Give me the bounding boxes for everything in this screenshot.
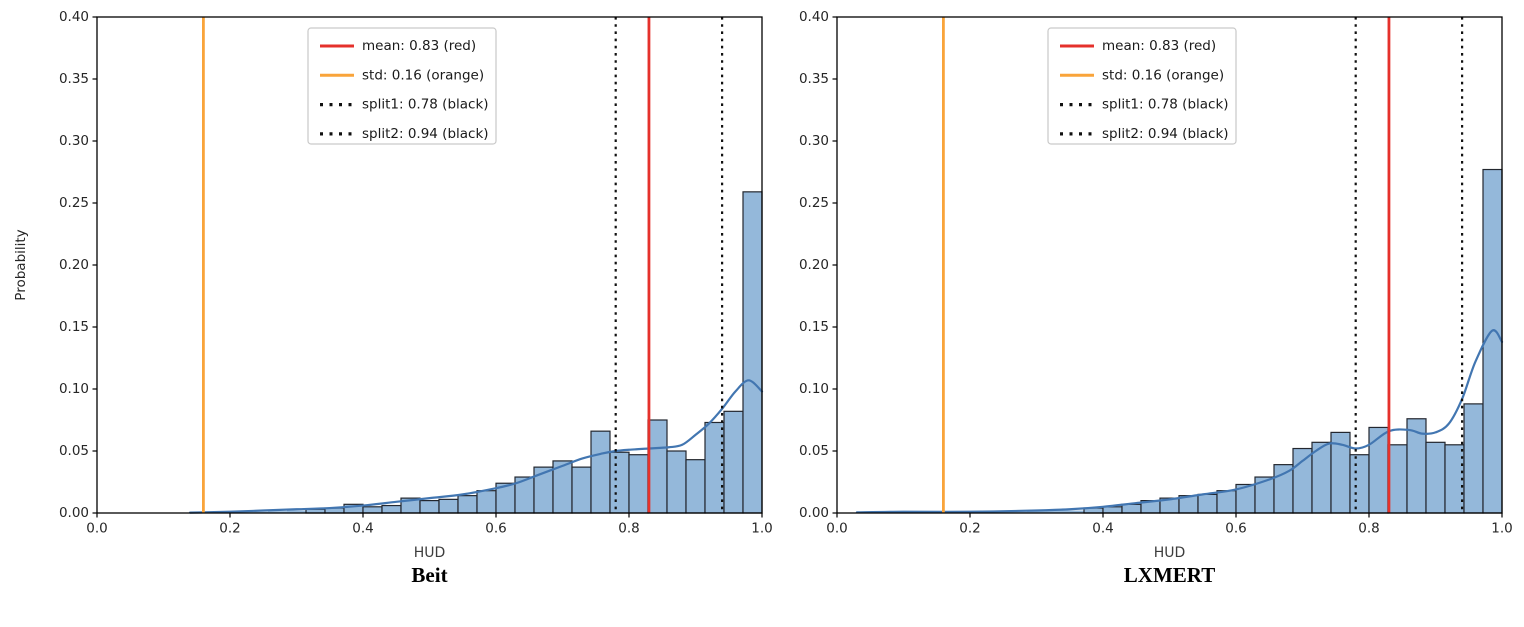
histogram-bar — [1197, 493, 1218, 514]
y-tick-label: 0.25 — [799, 195, 829, 211]
x-tick-label: 0.8 — [1358, 521, 1379, 537]
histogram-bar — [1387, 444, 1408, 514]
histogram-bar — [457, 495, 478, 514]
y-tick-label: 0.15 — [59, 319, 89, 335]
x-tick-label: 0.2 — [219, 521, 240, 537]
y-tick-label: 0.00 — [59, 505, 89, 521]
histogram-bar — [381, 504, 402, 514]
histogram-bar — [1027, 511, 1046, 513]
legend: mean: 0.83 (red) std: 0.16 (orange) split1… — [1047, 27, 1237, 145]
chart-caption-beit: Beit — [411, 563, 448, 587]
kde-curve — [855, 329, 1504, 514]
y-axis-label: Probability — [13, 229, 29, 301]
y-tick-label: 0.20 — [59, 257, 89, 273]
histogram-bar — [1292, 447, 1313, 514]
histogram-bar — [1425, 441, 1446, 514]
histogram-bar — [628, 454, 649, 514]
legend-label-std: std: 0.16 (orange) — [362, 67, 484, 83]
x-tick-label: 0.0 — [86, 521, 107, 537]
histogram-bar — [647, 419, 668, 514]
histogram-bar — [268, 511, 287, 513]
y-tick-label: 0.35 — [59, 71, 89, 87]
histogram-bars — [856, 168, 1503, 514]
chart-lxmert: 0.0 0.2 0.4 0.6 0.8 1.0 0.00 0.05 0.10 0.15 0.20 0.… — [799, 9, 1513, 537]
histogram-bar — [476, 490, 497, 514]
histogram-bar — [362, 506, 383, 514]
x-tick-label: 0.8 — [618, 521, 639, 537]
legend-box — [1047, 27, 1237, 145]
kde-curve — [189, 379, 764, 514]
histogram-bar — [742, 191, 763, 514]
y-tick-label: 0.20 — [799, 257, 829, 273]
histogram-bar — [1102, 506, 1123, 514]
histogram-bar — [1121, 503, 1142, 514]
chart-caption-lxmert: LXMERT — [1123, 563, 1216, 587]
x-axis-label-right: HUD — [1153, 545, 1186, 561]
legend-label-mean: mean: 0.83 (red) — [1102, 38, 1216, 54]
y-tick-label: 0.05 — [59, 443, 89, 459]
histogram-bar — [723, 410, 744, 514]
y-tick-label: 0.40 — [799, 9, 829, 25]
y-tick-label: 0.40 — [59, 9, 89, 25]
histogram-bar — [1216, 490, 1237, 514]
legend-label-split1: split1: 0.78 (black) — [1102, 97, 1229, 113]
y-tick-label: 0.10 — [799, 381, 829, 397]
histogram-bar — [666, 450, 687, 514]
histogram-bars — [211, 191, 763, 514]
histogram-bar — [419, 500, 440, 514]
histogram-bar — [571, 466, 592, 514]
y-tick-label: 0.15 — [799, 319, 829, 335]
x-tick-label: 0.4 — [352, 521, 373, 537]
histogram-bar — [1368, 426, 1389, 514]
y-tick-label: 0.30 — [799, 133, 829, 149]
legend-label-split2: split2: 0.94 (black) — [1102, 126, 1229, 142]
x-axis-label-left: HUD — [413, 545, 446, 561]
legend-label-split2: split2: 0.94 (black) — [362, 126, 489, 142]
legend-label-std: std: 0.16 (orange) — [1102, 67, 1224, 83]
histogram-bar — [1349, 454, 1370, 514]
legend-label-mean: mean: 0.83 (red) — [362, 38, 476, 54]
histogram-bar — [685, 459, 706, 514]
legend-box — [307, 27, 497, 145]
histogram-bar — [590, 430, 611, 514]
x-tick-label: 0.2 — [959, 521, 980, 537]
histogram-bar — [609, 451, 630, 514]
histogram-bar — [287, 510, 306, 513]
y-tick-label: 0.10 — [59, 381, 89, 397]
histogram-bar — [1065, 510, 1084, 513]
x-tick-label: 0.6 — [1225, 521, 1246, 537]
x-tick-label: 0.4 — [1092, 521, 1113, 537]
chart-beit: 0.0 0.2 0.4 0.6 0.8 1.0 0.00 0.05 0.10 0.15 0.20 0.… — [59, 9, 773, 537]
x-tick-label: 1.0 — [1491, 521, 1512, 537]
histogram-bar — [1046, 510, 1065, 513]
histogram-bar — [1463, 403, 1484, 514]
x-tick-label: 1.0 — [751, 521, 772, 537]
histogram-bar — [438, 498, 459, 514]
legend: mean: 0.83 (red) std: 0.16 (orange) split1… — [307, 27, 497, 145]
y-tick-label: 0.25 — [59, 195, 89, 211]
histogram-bar — [1273, 464, 1294, 514]
x-tick-label: 0.6 — [485, 521, 506, 537]
y-tick-label: 0.30 — [59, 133, 89, 149]
y-tick-label: 0.05 — [799, 443, 829, 459]
x-tick-label: 0.0 — [826, 521, 847, 537]
legend-label-split1: split1: 0.78 (black) — [362, 97, 489, 113]
y-tick-label: 0.00 — [799, 505, 829, 521]
y-tick-label: 0.35 — [799, 71, 829, 87]
